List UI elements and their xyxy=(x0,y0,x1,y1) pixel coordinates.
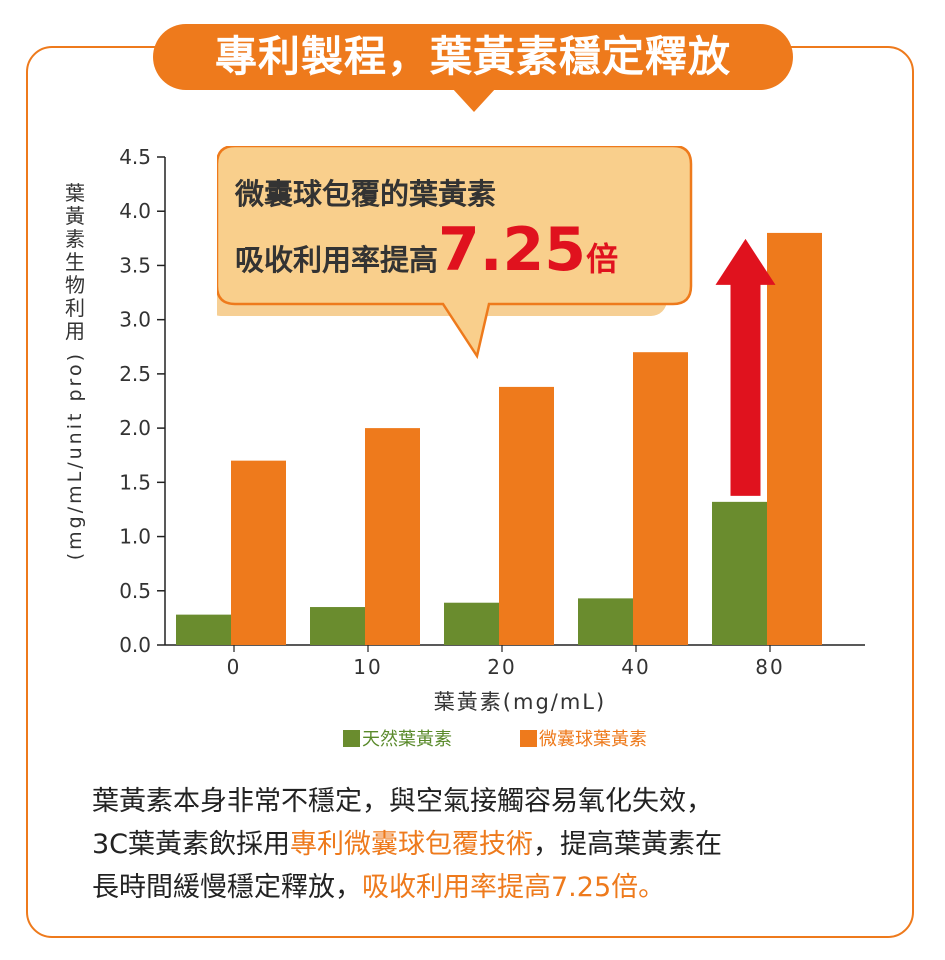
y-tick-label: 3.0 xyxy=(119,308,151,332)
legend-natural: 天然葉黃素 xyxy=(343,729,452,751)
bar-natural-10 xyxy=(310,607,365,645)
y-tick-label: 4.0 xyxy=(119,199,151,223)
description-highlight-rate: 吸收利用率提高7.25倍。 xyxy=(362,872,666,903)
legend-label-natural: 天然葉黃素 xyxy=(362,729,452,750)
description-line1: 葉黃素本身非常不穩定，與空氣接觸容易氧化失效， xyxy=(92,786,713,817)
y-tick-label: 3.5 xyxy=(119,253,151,277)
bar-micro-10 xyxy=(365,428,420,645)
description-line2: 3C葉黃素飲採用專利微囊球包覆技術，提高葉黃素在 xyxy=(92,823,872,866)
callout-line2: 吸收利用率提高7.25倍 xyxy=(235,215,618,285)
bar-micro-0 xyxy=(231,460,286,645)
callout-value: 7.25 xyxy=(438,215,586,285)
description-highlight-tech: 專利微囊球包覆技術 xyxy=(290,829,534,860)
y-tick-label: 2.5 xyxy=(119,362,151,386)
callout-bubble: 微囊球包覆的葉黃素 吸收利用率提高7.25倍 xyxy=(217,146,693,360)
bar-natural-20 xyxy=(444,602,499,645)
increase-arrow-head xyxy=(715,238,776,285)
description: 葉黃素本身非常不穩定，與空氣接觸容易氧化失效， 3C葉黃素飲採用專利微囊球包覆技… xyxy=(92,780,872,909)
description-line3-a: 長時間緩慢穩定釋放， xyxy=(92,872,362,903)
x-axis-title: 葉黃素(mg/mL) xyxy=(433,690,607,714)
legend-swatch-natural xyxy=(343,730,360,747)
legend-micro: 微囊球葉黃素 xyxy=(520,729,647,751)
y-axis-label-text: 葉黃素生物利用 xyxy=(65,181,85,343)
callout-bubble-body xyxy=(217,146,693,360)
description-line3: 長時間緩慢穩定釋放，吸收利用率提高7.25倍。 xyxy=(92,866,872,909)
bar-chart: 0.0 0.5 1.0 1.5 2.0 2.5 3.0 3.5 4.0 4.5 0 10 20 40 80 xyxy=(119,145,865,679)
bar-micro-20 xyxy=(499,386,554,645)
description-line2-a: 3C葉黃素飲採用 xyxy=(92,829,291,860)
x-tick-label: 20 xyxy=(487,655,516,679)
y-tick-label: 0.5 xyxy=(119,579,151,603)
title-pointer xyxy=(452,88,496,112)
y-tick-label: 4.5 xyxy=(119,145,151,169)
x-tick-label: 10 xyxy=(353,655,382,679)
legend-swatch-micro xyxy=(520,730,537,747)
bar-micro-40 xyxy=(633,352,688,645)
page-title: 專利製程，葉黃素穩定釋放 xyxy=(153,24,793,90)
x-tick-label: 40 xyxy=(621,655,650,679)
description-line2-c: ，提高葉黃素在 xyxy=(533,829,723,860)
y-axis-label: 葉黃素生物利用 (mg/mL/unit pro) xyxy=(62,181,88,561)
x-tick-label: 0 xyxy=(227,655,242,679)
callout-line1: 微囊球包覆的葉黃素 xyxy=(234,177,496,211)
callout-suffix: 倍 xyxy=(586,240,618,278)
y-tick-label: 1.5 xyxy=(119,470,151,494)
bar-natural-0 xyxy=(176,614,231,645)
bar-natural-80 xyxy=(712,501,767,645)
y-tick-label: 1.0 xyxy=(119,525,151,549)
y-tick-label: 0.0 xyxy=(119,633,151,657)
bar-natural-40 xyxy=(578,598,633,645)
bar-micro-80 xyxy=(767,232,822,645)
x-tick-label: 80 xyxy=(755,655,784,679)
legend-label-micro: 微囊球葉黃素 xyxy=(539,729,647,750)
y-tick-label: 2.0 xyxy=(119,416,151,440)
callout-line2-prefix: 吸收利用率提高 xyxy=(235,243,438,277)
increase-arrow-shaft xyxy=(730,282,761,496)
